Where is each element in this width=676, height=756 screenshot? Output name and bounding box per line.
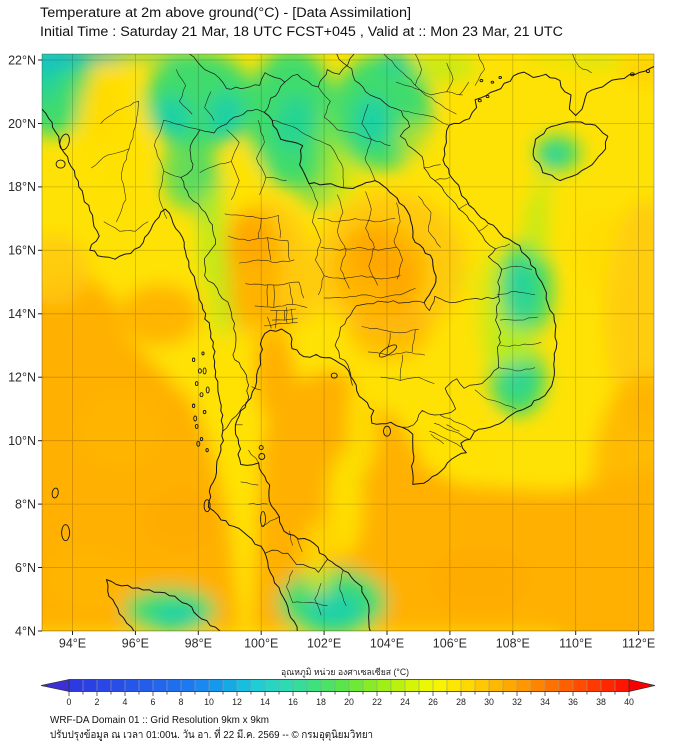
- svg-text:4°N: 4°N: [15, 624, 36, 638]
- svg-text:10: 10: [204, 697, 214, 707]
- svg-text:30: 30: [484, 697, 494, 707]
- svg-text:0: 0: [67, 697, 72, 707]
- svg-text:20°N: 20°N: [8, 117, 36, 131]
- svg-text:อุณหภูมิ หน่วย องศาเซลเซียส (°: อุณหภูมิ หน่วย องศาเซลเซียส (°C): [281, 667, 409, 678]
- svg-text:36: 36: [568, 697, 578, 707]
- svg-text:18: 18: [316, 697, 326, 707]
- svg-text:26: 26: [428, 697, 438, 707]
- svg-text:12: 12: [232, 697, 242, 707]
- svg-text:28: 28: [456, 697, 466, 707]
- svg-text:18°N: 18°N: [8, 180, 36, 194]
- svg-text:102°E: 102°E: [307, 637, 341, 651]
- svg-text:10°N: 10°N: [8, 434, 36, 448]
- svg-text:22°N: 22°N: [8, 53, 36, 67]
- svg-text:6°N: 6°N: [15, 561, 36, 575]
- svg-text:16°N: 16°N: [8, 244, 36, 258]
- svg-text:Initial Time : Saturday 21 Mar: Initial Time : Saturday 21 Mar, 18 UTC F…: [40, 24, 563, 39]
- svg-text:106°E: 106°E: [433, 637, 467, 651]
- svg-text:14°N: 14°N: [8, 307, 36, 321]
- svg-text:98°E: 98°E: [185, 637, 212, 651]
- svg-text:40: 40: [624, 697, 634, 707]
- svg-text:8°N: 8°N: [15, 497, 36, 511]
- svg-text:24: 24: [400, 697, 410, 707]
- svg-text:96°E: 96°E: [122, 637, 149, 651]
- svg-text:14: 14: [260, 697, 270, 707]
- svg-text:22: 22: [372, 697, 382, 707]
- svg-text:112°E: 112°E: [622, 637, 655, 651]
- svg-text:108°E: 108°E: [496, 637, 530, 651]
- svg-text:104°E: 104°E: [370, 637, 404, 651]
- svg-text:8: 8: [179, 697, 184, 707]
- svg-text:94°E: 94°E: [59, 637, 86, 651]
- svg-text:38: 38: [596, 697, 606, 707]
- svg-text:12°N: 12°N: [8, 371, 36, 385]
- svg-text:Temperature at 2m above ground: Temperature at 2m above ground(°C) - [Da…: [40, 5, 411, 20]
- svg-text:ปรับปรุงข้อมูล ณ เวลา 01:00น.: ปรับปรุงข้อมูล ณ เวลา 01:00น. วัน อา. ที…: [50, 727, 373, 741]
- svg-text:32: 32: [512, 697, 522, 707]
- svg-text:6: 6: [151, 697, 156, 707]
- svg-text:20: 20: [344, 697, 354, 707]
- svg-text:100°E: 100°E: [244, 637, 278, 651]
- svg-text:2: 2: [95, 697, 100, 707]
- svg-text:16: 16: [288, 697, 298, 707]
- svg-text:34: 34: [540, 697, 550, 707]
- svg-text:WRF-DA Domain 01 :: Grid Resol: WRF-DA Domain 01 :: Grid Resolution 9km …: [50, 714, 269, 726]
- svg-text:4: 4: [123, 697, 128, 707]
- svg-text:110°E: 110°E: [559, 637, 592, 651]
